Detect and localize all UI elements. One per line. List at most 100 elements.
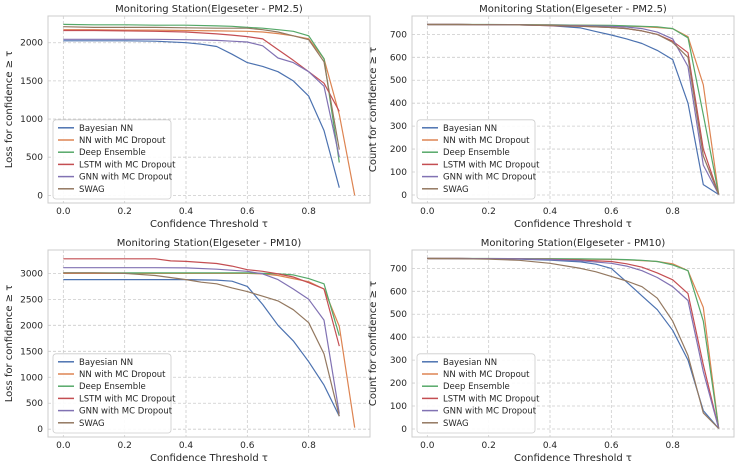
y-tick-label: 3000: [20, 269, 43, 279]
series-line-gnn-with-mc-dropout: [63, 267, 340, 414]
series-line-bayesian-nn: [63, 279, 340, 417]
y-tick-label: 100: [390, 402, 407, 412]
legend-entry: Deep Ensemble: [79, 382, 146, 392]
legend-box: [52, 119, 172, 200]
chart-title: Monitoring Station(Elgeseter - PM10): [117, 238, 302, 249]
legend-entry: GNN with MC Dropout: [79, 173, 173, 183]
y-tick-label: 600: [390, 53, 407, 63]
legend-entry: Bayesian NN: [79, 124, 133, 134]
x-tick-label: 0.6: [240, 441, 255, 451]
y-tick-label: 300: [390, 356, 407, 366]
series-line-swag: [427, 23, 720, 195]
y-tick-label: 700: [390, 264, 407, 274]
series-line-lstm-with-mc-dropout: [63, 258, 340, 347]
y-tick-label: 500: [26, 153, 43, 163]
x-tick-label: 0.0: [56, 441, 71, 451]
legend-entry: NN with MC Dropout: [443, 370, 530, 380]
x-tick-label: 0.0: [56, 207, 71, 217]
y-tick-label: 0: [37, 425, 43, 435]
x-tick-label: 0.4: [179, 441, 194, 451]
y-axis-label: Loss for confidence ≥ τ: [4, 285, 15, 403]
x-tick-label: 0.0: [420, 441, 435, 451]
x-tick-label: 0.2: [118, 441, 132, 451]
legend-box: [416, 353, 536, 434]
y-tick-label: 1000: [20, 373, 43, 383]
legend-entry: NN with MC Dropout: [79, 370, 166, 380]
chart-title: Monitoring Station(Elgeseter - PM2.5): [115, 4, 303, 15]
legend-entry: Deep Ensemble: [443, 148, 510, 158]
x-tick-label: 0.2: [482, 441, 496, 451]
legend: Bayesian NN NN with MC Dropout Deep Ensemb…: [416, 119, 540, 200]
legend-entry: SWAG: [443, 419, 469, 429]
y-tick-label: 700: [390, 30, 407, 40]
series-line-swag: [427, 257, 720, 429]
plot-frame: [411, 15, 735, 204]
y-tick-label: 500: [390, 310, 407, 320]
legend-entry: Bayesian NN: [79, 358, 133, 368]
series-line-swag: [63, 26, 340, 150]
y-axis-label: Count for confidence ≥ τ: [368, 281, 379, 406]
y-tick-label: 100: [390, 168, 407, 178]
legend-entry: NN with MC Dropout: [79, 136, 166, 146]
y-tick-label: 200: [390, 145, 407, 155]
y-tick-label: 200: [390, 379, 407, 389]
x-tick-label: 0.8: [302, 207, 317, 217]
y-tick-label: 500: [26, 399, 43, 409]
legend-box: [52, 353, 172, 434]
x-tick-label: 0.2: [118, 207, 132, 217]
x-axis-label: Confidence Threshold τ: [150, 219, 268, 230]
x-tick-label: 0.4: [543, 441, 558, 451]
legend-entry: LSTM with MC Dropout: [79, 160, 176, 170]
x-axis-label: Confidence Threshold τ: [150, 453, 268, 462]
y-tick-label: 1500: [20, 347, 43, 357]
y-axis-label: Loss for confidence ≥ τ: [4, 51, 15, 169]
legend-entry: LSTM with MC Dropout: [79, 394, 176, 404]
legend: Bayesian NN NN with MC Dropout Deep Ensemb…: [416, 353, 540, 434]
legend-entry: SWAG: [79, 419, 105, 429]
legend-entry: Deep Ensemble: [443, 382, 510, 392]
y-tick-label: 400: [390, 333, 407, 343]
legend-box: [416, 119, 536, 200]
legend-entry: GNN with MC Dropout: [79, 407, 173, 417]
y-tick-label: 0: [401, 191, 407, 201]
y-tick-label: 500: [390, 76, 407, 86]
plot-frame: [411, 249, 735, 438]
legend: Bayesian NN NN with MC Dropout Deep Ensemb…: [52, 119, 176, 200]
x-tick-label: 0.4: [543, 207, 558, 217]
legend-entry: SWAG: [443, 185, 469, 195]
legend-entry: LSTM with MC Dropout: [443, 160, 540, 170]
chart-4: 0.0 0.2 0.4 0.6 0.8 0 100 200 300 400 500 600 700 Mon…: [368, 238, 735, 462]
y-tick-label: 1000: [20, 115, 43, 125]
plot-frame: [47, 249, 371, 438]
x-tick-label: 0.8: [666, 207, 681, 217]
x-tick-label: 0.0: [420, 207, 435, 217]
x-tick-label: 0.8: [302, 441, 317, 451]
y-tick-label: 2500: [20, 295, 43, 305]
y-tick-label: 400: [390, 99, 407, 109]
y-tick-label: 2000: [20, 39, 43, 49]
chart-title: Monitoring Station(Elgeseter - PM10): [481, 238, 666, 249]
x-tick-label: 0.6: [604, 441, 619, 451]
y-tick-label: 300: [390, 122, 407, 132]
legend-entry: Deep Ensemble: [79, 148, 146, 158]
y-tick-label: 2000: [20, 321, 43, 331]
legend-entry: Bayesian NN: [443, 358, 497, 368]
x-tick-label: 0.2: [482, 207, 496, 217]
legend-entry: Bayesian NN: [443, 124, 497, 134]
y-tick-label: 1500: [20, 77, 43, 87]
plot-frame: [47, 15, 371, 204]
series-line-gnn-with-mc-dropout: [63, 38, 340, 158]
y-tick-label: 600: [390, 287, 407, 297]
chart-2: 0.0 0.2 0.4 0.6 0.8 0 100 200 300 400 500 600 700 Mon…: [368, 4, 735, 230]
series-line-swag: [63, 272, 340, 417]
series-line-deep-ensemble: [63, 23, 340, 163]
x-tick-label: 0.4: [179, 207, 194, 217]
x-axis-label: Confidence Threshold τ: [514, 453, 632, 462]
x-axis-label: Confidence Threshold τ: [514, 219, 632, 230]
chart-title: Monitoring Station(Elgeseter - PM2.5): [479, 4, 667, 15]
y-axis-label: Count for confidence ≥ τ: [368, 47, 379, 172]
x-tick-label: 0.6: [604, 207, 619, 217]
y-tick-label: 0: [37, 191, 43, 201]
legend-entry: NN with MC Dropout: [443, 136, 530, 146]
